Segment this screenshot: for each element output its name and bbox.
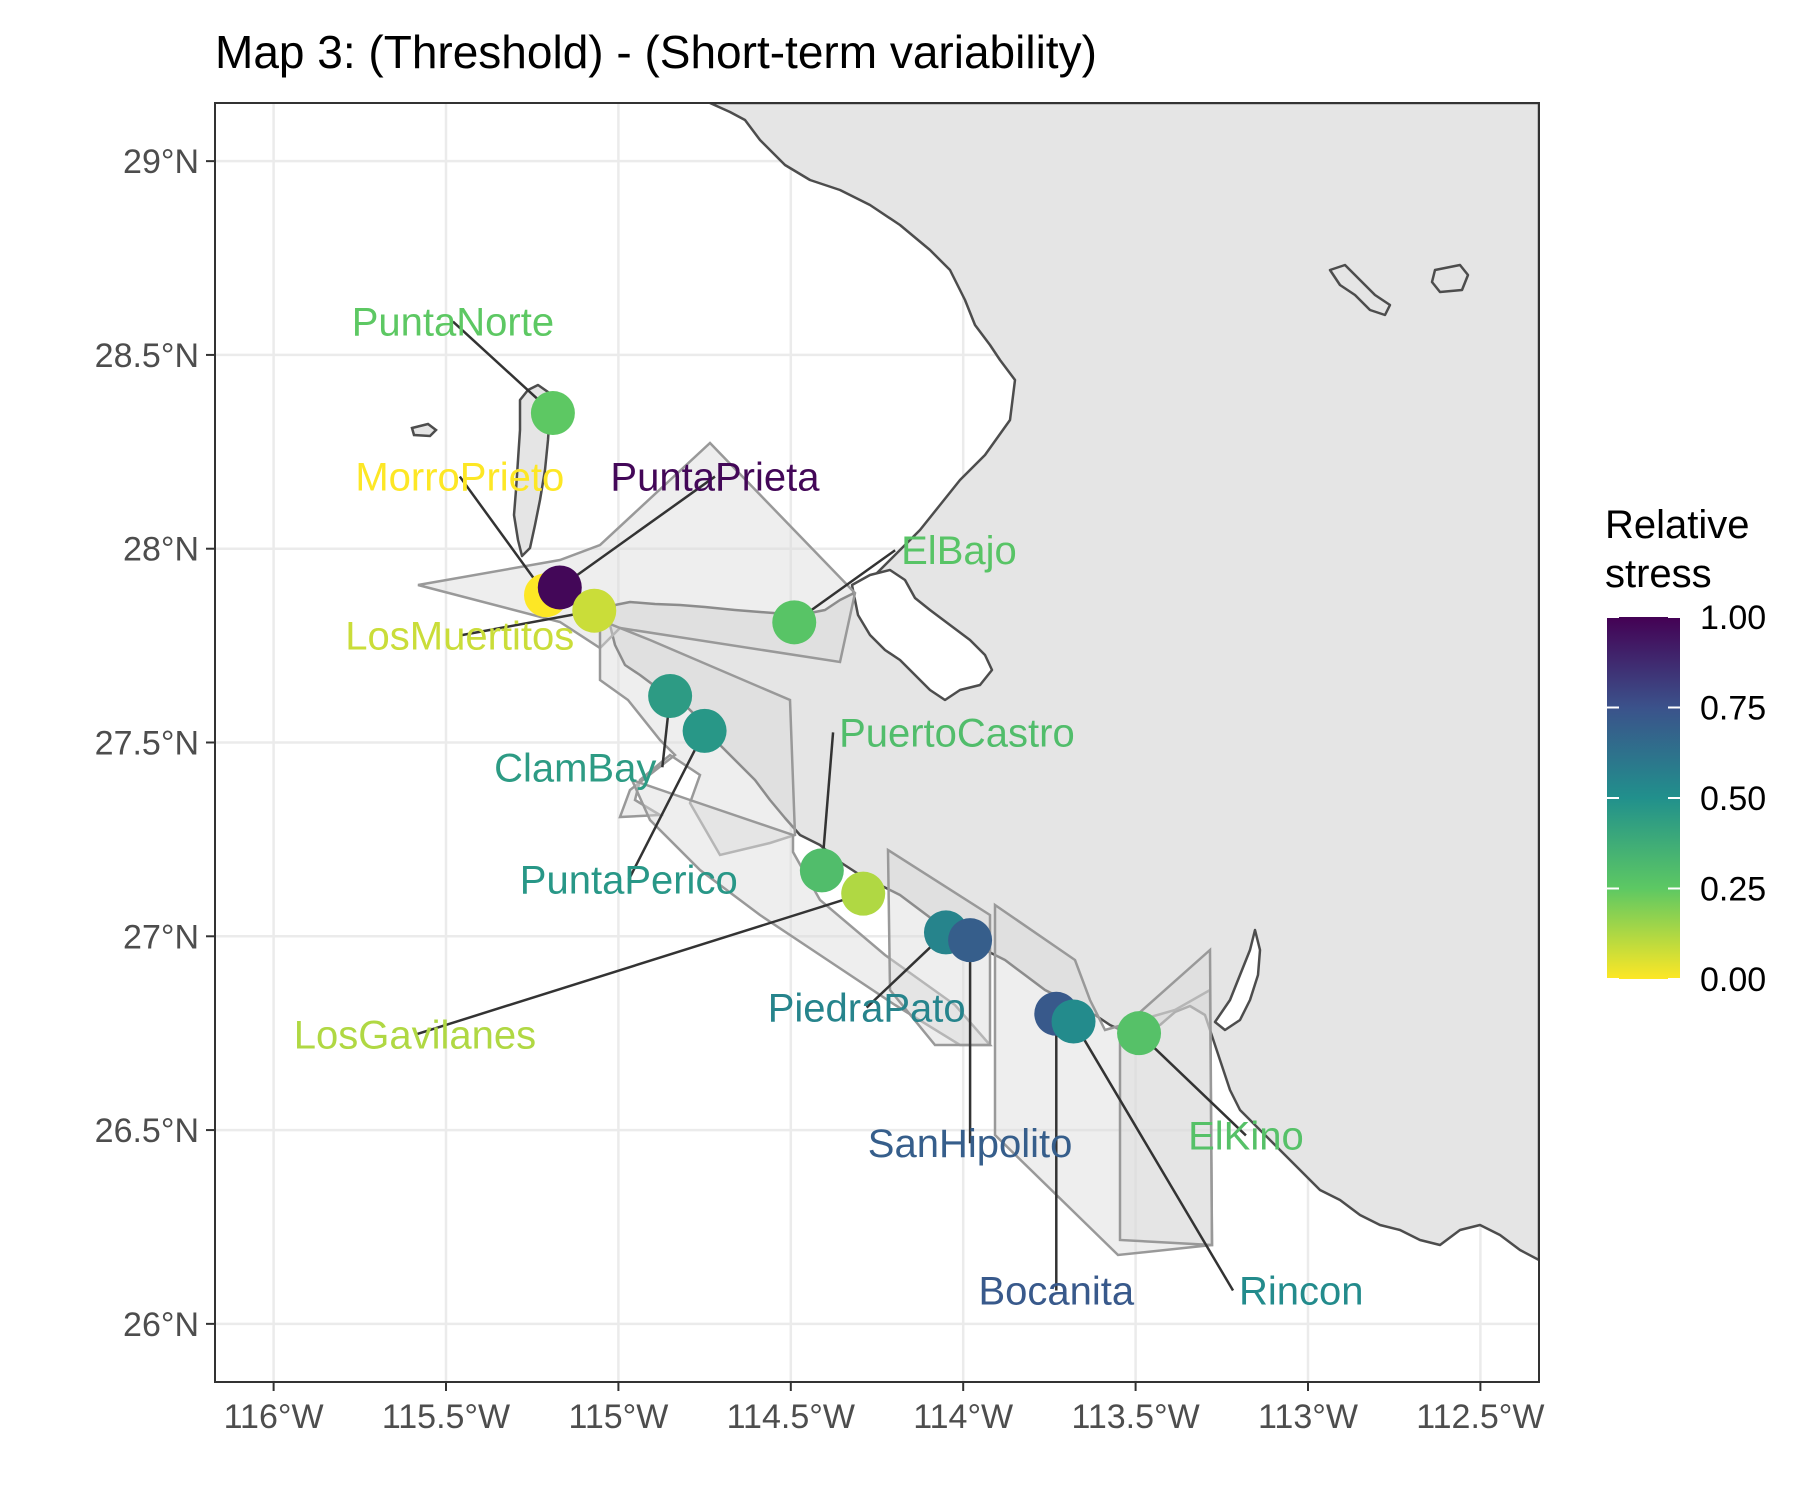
- site-point-rincon[interactable]: [1051, 999, 1096, 1044]
- legend-title-line2: stress: [1605, 552, 1712, 596]
- site-label-losgavilanes: LosGavilanes: [294, 1014, 536, 1058]
- site-label-puntaprieta: PuntaPrieta: [610, 456, 820, 500]
- leader-line-rincon: [1072, 1020, 1235, 1292]
- legend: Relative stress 1.00 0.75 0.50 0.25 0.00: [1605, 503, 1766, 999]
- site-point-puntanorte[interactable]: [530, 391, 575, 436]
- gulf-coast-islands-2: [1328, 263, 1392, 317]
- leader-line-puntanorte: [452, 320, 554, 414]
- x-tick-label: 113°W: [1258, 1398, 1358, 1436]
- legend-title-line1: Relative: [1605, 503, 1750, 547]
- site-label-morroprieto: MorroPrieto: [355, 456, 564, 500]
- bahia-coastline-inner: [850, 568, 994, 702]
- x-tick-label: 114.5°W: [727, 1398, 855, 1436]
- site-label-losmuertitos: LosMuertitos: [345, 614, 574, 658]
- gulf-coast-islands: [1430, 263, 1470, 294]
- site-label-clambay: ClamBay: [494, 746, 656, 790]
- leader-line-puntaperico: [627, 730, 706, 881]
- site-label-bocanita: Bocanita: [978, 1269, 1134, 1313]
- x-tick-label: 114°W: [913, 1398, 1013, 1436]
- site-point-elkino[interactable]: [1117, 1011, 1162, 1056]
- site-label-piedrapato: PiedraPato: [768, 987, 966, 1031]
- natividad-island: [410, 422, 438, 438]
- legend-ticks: 1.00 0.75 0.50 0.25 0.00: [1607, 599, 1766, 999]
- legend-tick-label: 0.00: [1700, 961, 1766, 999]
- x-tick-label: 113.5°W: [1071, 1398, 1199, 1436]
- site-labels: PuntaNorte MorroPrieto PuntaPrieta LosMuert…: [294, 301, 1364, 1314]
- site-point-puertocastro[interactable]: [799, 848, 844, 893]
- leader-line-losmuertitos: [459, 609, 595, 637]
- leader-line-puertocastro: [820, 732, 835, 871]
- leader-line-losgavilanes: [414, 892, 864, 1036]
- legend-colorbar: [1607, 617, 1680, 979]
- ojo-de-liebre-lagoon: [1213, 928, 1262, 1032]
- axis-ticks: 116°W 115.5°W 115°W 114.5°W 114°W 113.5°W 113°…: [95, 143, 1545, 1436]
- page-title: Map 3: (Threshold) - (Short-term variabi…: [215, 26, 1097, 78]
- site-label-puntanorte: PuntaNorte: [352, 301, 554, 345]
- site-point-puntaperico[interactable]: [682, 708, 727, 753]
- mainland-landmass: [608, 103, 1539, 1262]
- x-tick-label: 116°W: [224, 1398, 324, 1436]
- site-point-losmuertitos[interactable]: [572, 588, 617, 633]
- zone-polygon-north: [417, 441, 857, 664]
- site-point-puntaprieta[interactable]: [537, 565, 582, 610]
- site-point-sanhipolito[interactable]: [948, 918, 993, 963]
- y-tick-label: 27°N: [123, 918, 199, 956]
- site-label-sanhipolito: SanHipolito: [868, 1122, 1073, 1166]
- site-label-rincon: Rincon: [1239, 1269, 1364, 1313]
- legend-tick-label: 1.00: [1700, 599, 1766, 637]
- y-tick-label: 29°N: [123, 143, 199, 181]
- x-tick-label: 115.5°W: [382, 1398, 510, 1436]
- x-tick-label: 115°W: [568, 1398, 668, 1436]
- site-point-elbajo[interactable]: [772, 600, 817, 645]
- x-tick-label: 112.5°W: [1416, 1398, 1544, 1436]
- site-point-losgavilanes[interactable]: [841, 871, 886, 916]
- leader-line-puntaprieta: [559, 475, 716, 589]
- leader-line-elkino: [1138, 1032, 1247, 1137]
- legend-tick-label: 0.50: [1700, 780, 1766, 818]
- y-tick-label: 27.5°N: [95, 725, 199, 763]
- y-tick-label: 26°N: [123, 1306, 199, 1344]
- leader-line-morroprieto: [458, 475, 548, 596]
- site-label-elbajo: ElBajo: [901, 529, 1017, 573]
- basemap-layer: [410, 103, 1539, 1262]
- leader-lines: [414, 320, 1247, 1292]
- y-tick-label: 26.5°N: [95, 1112, 199, 1150]
- management-zones-layer: [417, 441, 1214, 1257]
- site-label-elkino: ElKino: [1188, 1114, 1304, 1158]
- y-tick-label: 28.5°N: [95, 337, 199, 375]
- y-tick-label: 28°N: [123, 531, 199, 569]
- legend-tick-label: 0.75: [1700, 690, 1766, 728]
- site-points: [524, 391, 1162, 1056]
- site-label-puertocastro: PuertoCastro: [839, 711, 1075, 755]
- legend-tick-label: 0.25: [1700, 871, 1766, 909]
- site-label-puntaperico: PuntaPerico: [520, 859, 738, 903]
- site-point-clambay[interactable]: [648, 673, 693, 718]
